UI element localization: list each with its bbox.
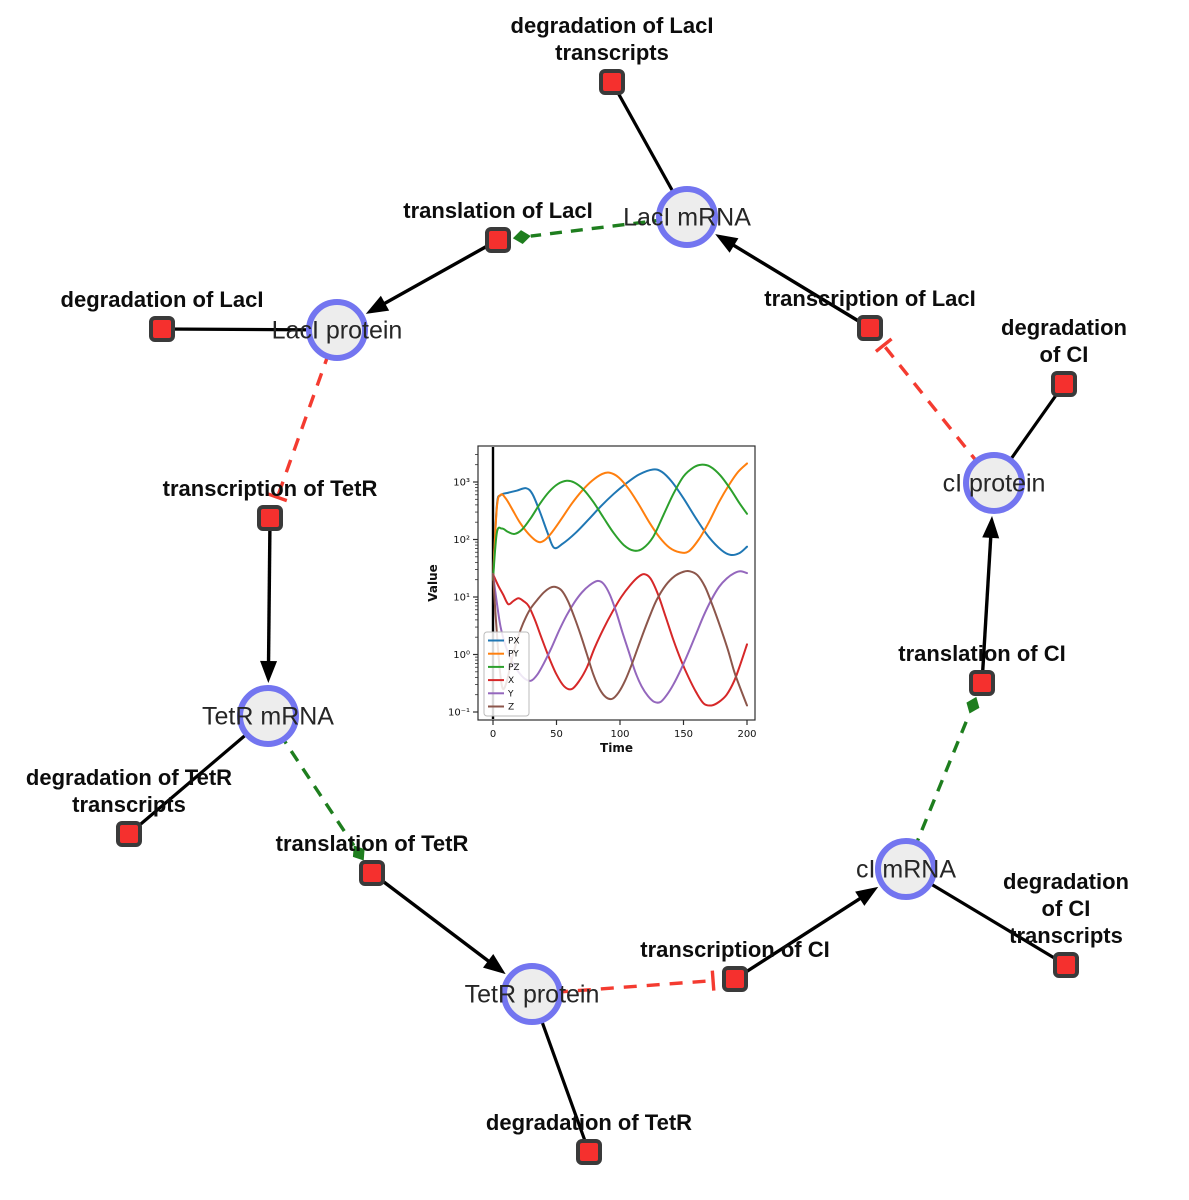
production-edge-txn_CI-cI_mRNA bbox=[734, 886, 879, 981]
reaction-label-transl_CI: translation of CI bbox=[898, 641, 1066, 666]
reaction-node-deg_CI_tx bbox=[1053, 952, 1079, 978]
diamond-arrowhead-icon bbox=[512, 230, 531, 245]
reaction-node-deg_LacI_tx bbox=[599, 69, 625, 95]
inhibition-tbar-icon bbox=[267, 492, 288, 503]
reaction-label-txn_LacI: transcription of LacI bbox=[764, 286, 976, 311]
species-label-cI_mRNA: cI mRNA bbox=[856, 855, 956, 884]
series-line-X bbox=[492, 573, 748, 707]
reaction-label-txn_CI: transcription of CI bbox=[640, 937, 830, 962]
x-tick-label: 150 bbox=[674, 729, 693, 740]
reaction-node-deg_LacI bbox=[149, 316, 175, 342]
legend-label-Y: Y bbox=[507, 689, 514, 699]
reaction-label-deg_LacI_tx: degradation of LacI transcripts bbox=[510, 13, 714, 65]
x-axis-label: Time bbox=[600, 741, 633, 755]
species-label-cI_protein: cI protein bbox=[942, 469, 1046, 498]
production-edge-txn_LacI-LacI_mRNA bbox=[715, 234, 871, 330]
diamond-arrowhead-icon bbox=[966, 696, 980, 714]
y-tick-label: 10⁰ bbox=[453, 650, 470, 661]
series-line-PX bbox=[492, 468, 748, 581]
reaction-node-deg_TetR bbox=[576, 1139, 602, 1165]
arrowhead-icon bbox=[715, 234, 739, 253]
production-edge-transl_TetR-TetR_protein bbox=[370, 871, 506, 975]
species-label-TetR_mRNA: TetR mRNA bbox=[202, 702, 334, 731]
reaction-node-deg_CI bbox=[1051, 371, 1077, 397]
reaction-node-transl_CI bbox=[969, 670, 995, 696]
production-edge-transl_CI-cI_protein bbox=[980, 515, 1000, 684]
reaction-label-deg_TetR: degradation of TetR bbox=[485, 1110, 693, 1135]
reaction-label-deg_CI_tx: degradation of CI transcripts bbox=[1003, 869, 1129, 948]
y-tick-label: 10¹ bbox=[453, 593, 470, 604]
series-line-PZ bbox=[492, 463, 748, 581]
reaction-node-transl_TetR bbox=[359, 860, 385, 886]
series-line-PY bbox=[492, 462, 748, 581]
legend-label-PZ: PZ bbox=[508, 663, 520, 673]
arrowhead-icon bbox=[483, 954, 506, 975]
production-edge-txn_TetR-TetR_mRNA bbox=[260, 517, 278, 684]
species-node-cI_mRNA bbox=[875, 838, 937, 900]
reaction-node-deg_TetR_tx bbox=[116, 821, 142, 847]
reaction-node-txn_CI bbox=[722, 966, 748, 992]
reaction-label-transl_TetR: translation of TetR bbox=[275, 831, 469, 856]
reaction-label-deg_TetR_tx: degradation of TetR transcripts bbox=[25, 765, 233, 817]
species-node-TetR_protein bbox=[501, 963, 563, 1025]
legend-label-PY: PY bbox=[508, 650, 519, 660]
x-tick-label: 200 bbox=[737, 729, 756, 740]
arrowhead-icon bbox=[982, 515, 1000, 539]
legend-label-Z: Z bbox=[508, 703, 514, 713]
reaction-node-txn_LacI bbox=[857, 315, 883, 341]
reaction-label-deg_CI: degradation of CI bbox=[1001, 315, 1127, 367]
reaction-node-txn_TetR bbox=[257, 505, 283, 531]
species-node-cI_protein bbox=[963, 452, 1025, 514]
inhibition-tbar-icon bbox=[710, 970, 716, 991]
arrowhead-icon bbox=[260, 660, 278, 684]
species-label-TetR_protein: TetR protein bbox=[464, 980, 600, 1009]
legend-label-X: X bbox=[508, 676, 514, 686]
reaction-label-deg_LacI: degradation of LacI bbox=[60, 287, 264, 312]
x-tick-label: 50 bbox=[550, 729, 563, 740]
production-edge-transl_LacI-LacI_protein bbox=[365, 238, 499, 314]
reaction-label-txn_TetR: transcription of TetR bbox=[162, 476, 378, 501]
species-node-LacI_protein bbox=[306, 299, 368, 361]
y-tick-label: 10⁻¹ bbox=[448, 708, 470, 719]
y-tick-label: 10³ bbox=[453, 478, 470, 489]
inhibition-tbar-icon bbox=[874, 337, 893, 353]
consumption-edge-cI_mRNA-deg_CI_tx bbox=[905, 867, 1067, 967]
diamond-arrowhead-icon bbox=[352, 845, 365, 861]
x-tick-label: 100 bbox=[610, 729, 629, 740]
x-tick-label: 0 bbox=[490, 729, 496, 740]
legend-label-PX: PX bbox=[508, 637, 520, 647]
species-label-LacI_protein: LacI protein bbox=[271, 316, 403, 345]
y-axis-label: Value bbox=[426, 564, 440, 602]
reaction-node-transl_LacI bbox=[485, 227, 511, 253]
y-tick-label: 10² bbox=[453, 535, 470, 546]
species-node-LacI_mRNA bbox=[656, 186, 718, 248]
reaction-label-transl_LacI: translation of LacI bbox=[403, 198, 593, 223]
chart-legend: PX PY PZ XYZ bbox=[483, 631, 530, 717]
arrowhead-icon bbox=[855, 886, 879, 906]
arrowhead-icon bbox=[365, 295, 390, 314]
species-node-TetR_mRNA bbox=[237, 685, 299, 747]
species-label-LacI_mRNA: LacI mRNA bbox=[623, 203, 751, 232]
